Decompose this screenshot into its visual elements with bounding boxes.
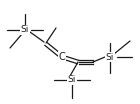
Text: Si: Si	[21, 25, 29, 35]
Text: Si: Si	[106, 53, 114, 61]
Text: Si: Si	[68, 76, 76, 84]
Text: C: C	[59, 52, 65, 62]
